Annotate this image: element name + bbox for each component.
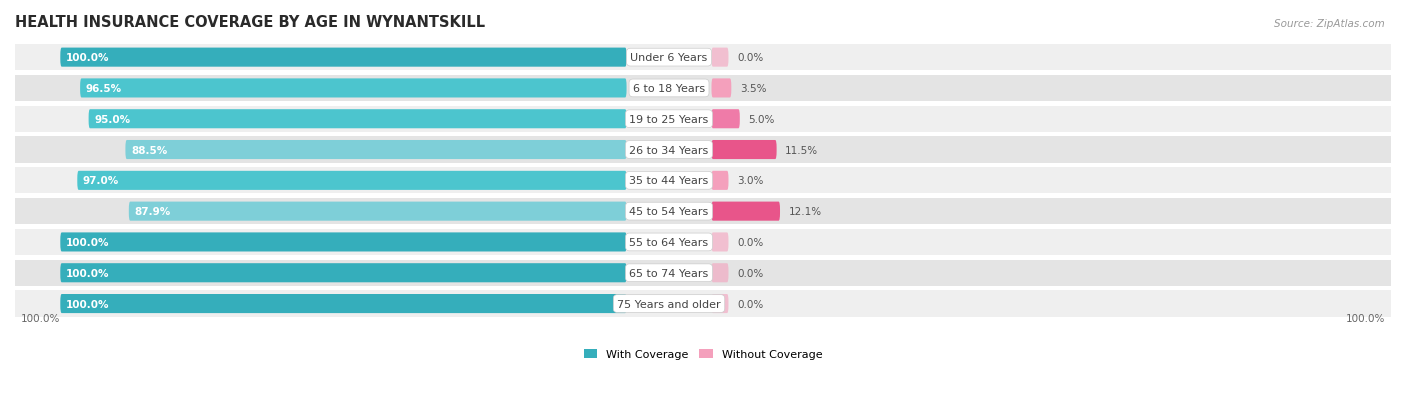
Text: 55 to 64 Years: 55 to 64 Years xyxy=(630,237,709,247)
FancyBboxPatch shape xyxy=(60,294,627,313)
Bar xyxy=(15,199,1391,225)
Text: 0.0%: 0.0% xyxy=(737,268,763,278)
Text: 96.5%: 96.5% xyxy=(86,84,122,94)
Text: 26 to 34 Years: 26 to 34 Years xyxy=(630,145,709,155)
FancyBboxPatch shape xyxy=(711,171,728,190)
Text: 3.5%: 3.5% xyxy=(740,84,766,94)
Bar xyxy=(15,137,1391,163)
Text: 97.0%: 97.0% xyxy=(83,176,120,186)
Text: 0.0%: 0.0% xyxy=(737,53,763,63)
Text: 75 Years and older: 75 Years and older xyxy=(617,299,721,309)
Text: 100.0%: 100.0% xyxy=(1346,313,1385,323)
Text: 35 to 44 Years: 35 to 44 Years xyxy=(630,176,709,186)
Legend: With Coverage, Without Coverage: With Coverage, Without Coverage xyxy=(579,345,827,364)
FancyBboxPatch shape xyxy=(60,233,627,252)
FancyBboxPatch shape xyxy=(80,79,627,98)
FancyBboxPatch shape xyxy=(60,263,627,282)
Text: 95.0%: 95.0% xyxy=(94,114,131,124)
Text: 11.5%: 11.5% xyxy=(785,145,818,155)
Text: 100.0%: 100.0% xyxy=(66,299,110,309)
FancyBboxPatch shape xyxy=(711,294,728,313)
Bar xyxy=(15,76,1391,102)
FancyBboxPatch shape xyxy=(77,171,627,190)
Text: HEALTH INSURANCE COVERAGE BY AGE IN WYNANTSKILL: HEALTH INSURANCE COVERAGE BY AGE IN WYNA… xyxy=(15,15,485,30)
FancyBboxPatch shape xyxy=(711,263,728,282)
Text: 3.0%: 3.0% xyxy=(737,176,763,186)
FancyBboxPatch shape xyxy=(711,141,776,160)
Text: 65 to 74 Years: 65 to 74 Years xyxy=(630,268,709,278)
FancyBboxPatch shape xyxy=(711,48,728,67)
FancyBboxPatch shape xyxy=(711,110,740,129)
FancyBboxPatch shape xyxy=(711,79,731,98)
Text: 0.0%: 0.0% xyxy=(737,237,763,247)
FancyBboxPatch shape xyxy=(129,202,627,221)
Bar xyxy=(15,260,1391,286)
Text: 88.5%: 88.5% xyxy=(131,145,167,155)
FancyBboxPatch shape xyxy=(60,48,627,67)
Text: 100.0%: 100.0% xyxy=(66,268,110,278)
FancyBboxPatch shape xyxy=(711,233,728,252)
Text: 12.1%: 12.1% xyxy=(789,206,821,217)
Text: 19 to 25 Years: 19 to 25 Years xyxy=(630,114,709,124)
Bar xyxy=(15,291,1391,317)
Text: 6 to 18 Years: 6 to 18 Years xyxy=(633,84,704,94)
FancyBboxPatch shape xyxy=(711,202,780,221)
Text: 0.0%: 0.0% xyxy=(737,299,763,309)
Text: 5.0%: 5.0% xyxy=(748,114,775,124)
Text: 45 to 54 Years: 45 to 54 Years xyxy=(630,206,709,217)
FancyBboxPatch shape xyxy=(125,141,627,160)
Text: Source: ZipAtlas.com: Source: ZipAtlas.com xyxy=(1274,19,1385,28)
Bar xyxy=(15,45,1391,71)
Text: 87.9%: 87.9% xyxy=(135,206,170,217)
Bar xyxy=(15,107,1391,133)
FancyBboxPatch shape xyxy=(89,110,627,129)
Text: 100.0%: 100.0% xyxy=(66,237,110,247)
Bar xyxy=(15,229,1391,255)
Text: 100.0%: 100.0% xyxy=(66,53,110,63)
Text: 100.0%: 100.0% xyxy=(21,313,60,323)
Text: Under 6 Years: Under 6 Years xyxy=(630,53,707,63)
Bar xyxy=(15,168,1391,194)
